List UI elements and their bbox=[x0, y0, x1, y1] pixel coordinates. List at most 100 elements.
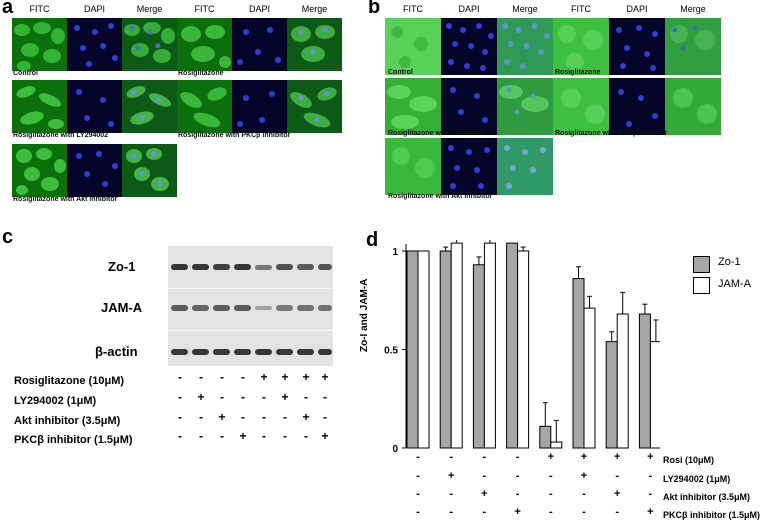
plus-sign: + bbox=[281, 370, 289, 384]
micrograph-merge bbox=[497, 138, 553, 195]
micrograph-fitc bbox=[12, 80, 67, 133]
header-fitc-2: FITC bbox=[571, 4, 591, 14]
header-dapi-1: DAPI bbox=[458, 4, 480, 14]
header-dapi-2: DAPI bbox=[626, 4, 648, 14]
plus-sign: + bbox=[302, 410, 310, 424]
micrograph-dapi bbox=[67, 144, 122, 197]
blot-band bbox=[234, 264, 251, 270]
plus-sign: + bbox=[547, 451, 555, 463]
caption-control: Control bbox=[13, 70, 38, 77]
bar-zo1 bbox=[472, 264, 485, 449]
blot-band bbox=[234, 349, 251, 355]
plus-sign: + bbox=[514, 506, 521, 518]
minus-sign: - bbox=[482, 506, 487, 518]
blot-divider bbox=[168, 330, 333, 331]
header-dapi-2: DAPI bbox=[248, 4, 270, 14]
minus-sign: - bbox=[199, 410, 203, 424]
micrograph-merge bbox=[497, 78, 553, 135]
bar-jama bbox=[517, 250, 530, 449]
minus-sign: - bbox=[178, 370, 182, 384]
bar-zo1 bbox=[506, 242, 519, 449]
micrograph-fitc bbox=[177, 18, 232, 71]
micrograph-dapi bbox=[67, 80, 122, 133]
micrograph-fitc bbox=[385, 18, 441, 75]
treatment-label-rosi: Rosi (10μM) bbox=[663, 455, 715, 465]
minus-sign: - bbox=[449, 488, 454, 500]
blot-band bbox=[255, 306, 272, 310]
blot-band bbox=[213, 305, 230, 311]
treatment-label-pkcb: PKCβ inhibitor (1.5μM) bbox=[14, 434, 133, 446]
micrograph-dapi bbox=[67, 18, 122, 71]
minus-sign: - bbox=[548, 488, 553, 500]
bar-jama bbox=[649, 341, 660, 449]
bar-zo1 bbox=[539, 425, 552, 449]
minus-sign: - bbox=[241, 390, 245, 404]
minus-sign: - bbox=[178, 410, 182, 424]
minus-sign: - bbox=[482, 470, 487, 482]
blot-label-beta-actin: β-actin bbox=[95, 344, 138, 359]
plus-sign: + bbox=[321, 370, 329, 384]
panel-label-d: d bbox=[366, 229, 379, 251]
minus-sign: - bbox=[220, 390, 224, 404]
treatment-label-akt: Akt inhibitor (3.5μM) bbox=[14, 415, 121, 427]
blot-divider bbox=[168, 288, 333, 289]
bar-zo1 bbox=[406, 250, 419, 449]
header-fitc-2: FITC bbox=[194, 4, 215, 14]
micrograph-merge bbox=[665, 18, 721, 75]
minus-sign: - bbox=[241, 370, 245, 384]
plus-sign: + bbox=[197, 390, 205, 404]
micrograph-merge bbox=[122, 18, 177, 71]
blot-band bbox=[213, 349, 230, 355]
blot-band bbox=[276, 264, 293, 270]
blot-band bbox=[171, 264, 188, 270]
caption-rosiglitazone: Rosiglitazone bbox=[555, 69, 601, 76]
bar-jama bbox=[616, 313, 629, 449]
caption-rosi-ly294002: Rosiglitazone with LY294002 bbox=[13, 132, 109, 139]
blot-band bbox=[297, 264, 314, 270]
plus-sign: + bbox=[613, 451, 621, 463]
caption-rosiglitazone: Rosiglitazone bbox=[178, 70, 224, 77]
minus-sign: - bbox=[178, 390, 182, 404]
minus-sign: - bbox=[615, 470, 620, 482]
plus-sign: + bbox=[281, 390, 289, 404]
minus-sign: - bbox=[241, 410, 245, 424]
minus-sign: - bbox=[220, 429, 224, 443]
blot-band bbox=[213, 264, 230, 270]
minus-sign: - bbox=[416, 488, 420, 500]
blot-band bbox=[255, 265, 272, 270]
micrograph-fitc bbox=[12, 18, 67, 71]
micrograph-fitc bbox=[553, 18, 609, 75]
minus-sign: - bbox=[482, 451, 487, 463]
caption-rosi-pkcb: Rosiglitazone with PKCβ inhibitor bbox=[178, 132, 291, 139]
minus-sign: - bbox=[449, 451, 454, 463]
blot-band bbox=[171, 349, 188, 355]
micrograph-merge bbox=[122, 80, 177, 133]
bar-chart: 00.51 bbox=[384, 240, 660, 455]
header-merge-2: Merge bbox=[680, 4, 706, 14]
treatment-label-akt: Akt inhibitor (3.5μM) bbox=[663, 492, 751, 502]
micrograph-dapi bbox=[232, 18, 287, 71]
micrograph-fitc bbox=[553, 78, 609, 135]
micrograph-merge bbox=[287, 80, 342, 133]
header-dapi-1: DAPI bbox=[83, 4, 105, 14]
micrograph-merge bbox=[287, 18, 342, 71]
minus-sign: - bbox=[582, 488, 586, 500]
minus-sign: - bbox=[199, 429, 203, 443]
caption-control: Control bbox=[388, 69, 413, 76]
legend-swatch-zo1 bbox=[693, 256, 710, 273]
bar-zo1 bbox=[572, 278, 585, 449]
blot-band bbox=[192, 264, 209, 270]
bar-zo1 bbox=[605, 341, 618, 449]
blot-band bbox=[297, 305, 314, 311]
y-tick-label: 0.5 bbox=[384, 346, 398, 357]
plus-sign: + bbox=[647, 451, 654, 463]
minus-sign: - bbox=[178, 429, 182, 443]
minus-sign: - bbox=[199, 370, 203, 384]
header-fitc-1: FITC bbox=[403, 4, 423, 14]
y-tick-label: 1 bbox=[392, 247, 398, 258]
blot-band bbox=[192, 305, 209, 311]
plus-sign: + bbox=[647, 506, 654, 518]
minus-sign: - bbox=[262, 390, 266, 404]
plus-sign: + bbox=[580, 451, 588, 463]
treatment-label-pkcb: PKCβ inhibitor (1.5μM) bbox=[663, 510, 760, 520]
